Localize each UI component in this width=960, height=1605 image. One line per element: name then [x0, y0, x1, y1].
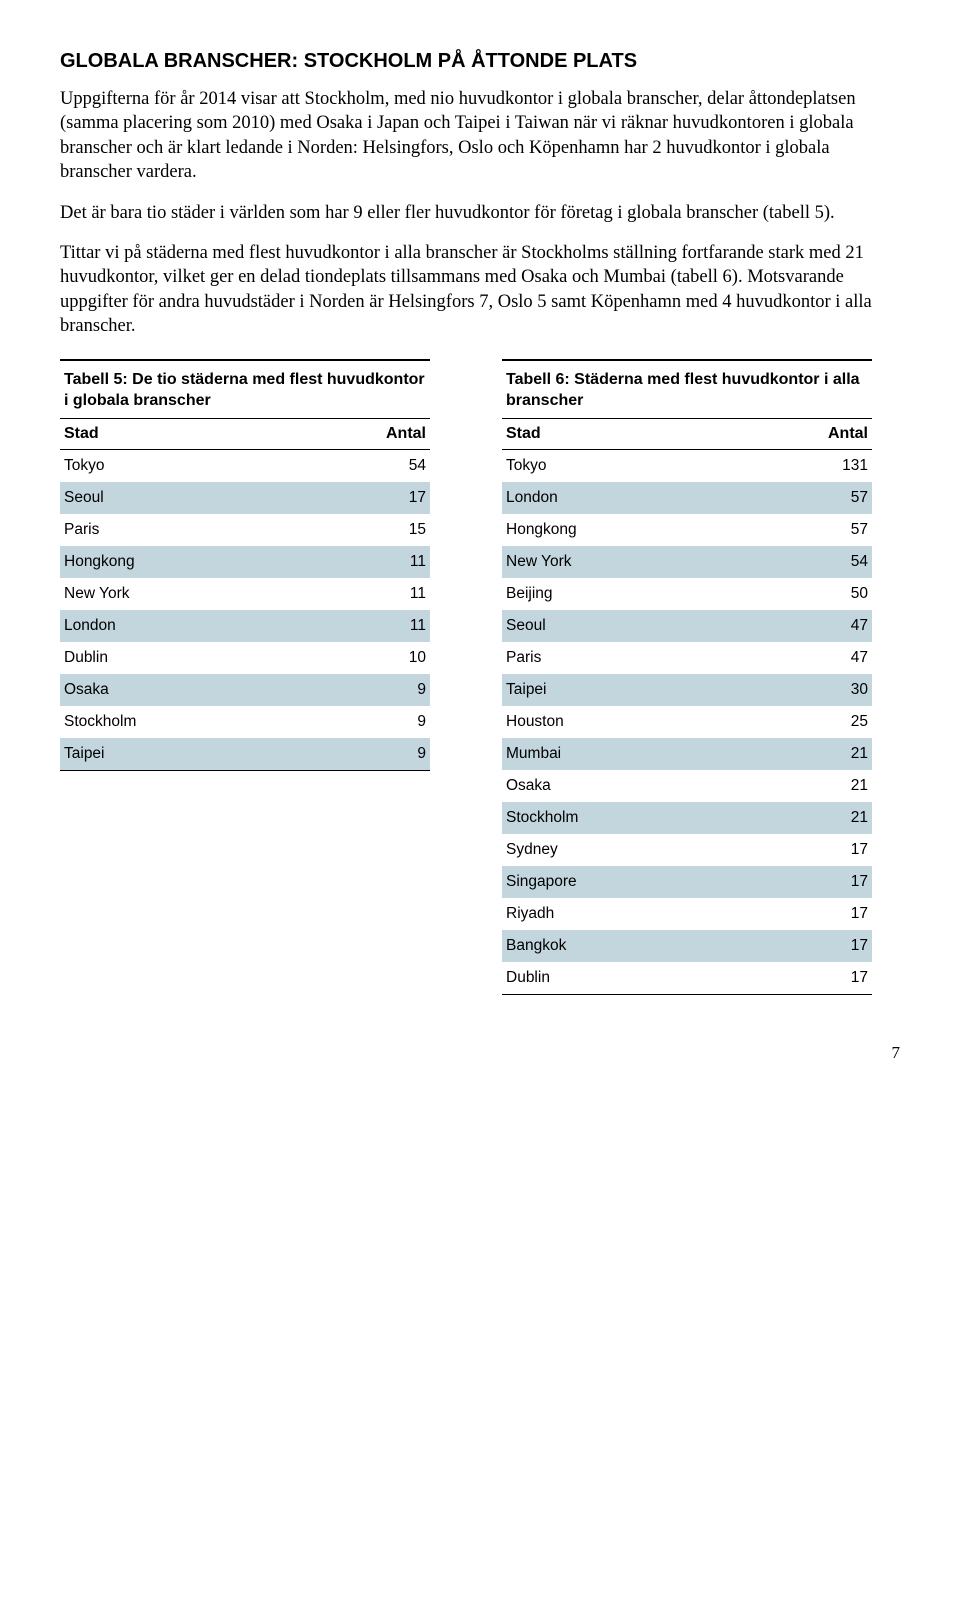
cell-city: Osaka [64, 681, 366, 699]
cell-count: 11 [366, 617, 426, 635]
cell-count: 54 [808, 553, 868, 571]
table-row: Bangkok17 [502, 930, 872, 962]
page-heading: GLOBALA BRANSCHER: STOCKHOLM PÅ ÅTTONDE … [60, 50, 900, 73]
table-6-col1: Stad [506, 425, 808, 443]
table-row: Seoul47 [502, 610, 872, 642]
table-6-title: Tabell 6: Städerna med flest huvudkontor… [502, 359, 872, 418]
table-row: Taipei30 [502, 674, 872, 706]
cell-city: London [64, 617, 366, 635]
cell-count: 17 [808, 873, 868, 891]
table-5-title: Tabell 5: De tio städerna med flest huvu… [60, 359, 430, 418]
cell-count: 10 [366, 649, 426, 667]
table-6: Tabell 6: Städerna med flest huvudkontor… [502, 359, 872, 995]
cell-count: 50 [808, 585, 868, 603]
cell-city: London [506, 489, 808, 507]
cell-count: 47 [808, 617, 868, 635]
cell-city: Osaka [506, 777, 808, 795]
cell-city: New York [64, 585, 366, 603]
cell-city: Taipei [64, 745, 366, 763]
cell-city: Stockholm [506, 809, 808, 827]
table-row: Paris15 [60, 514, 430, 546]
cell-city: Hongkong [506, 521, 808, 539]
paragraph-2: Det är bara tio städer i världen som har… [60, 201, 900, 225]
cell-city: Riyadh [506, 905, 808, 923]
table-row: Beijing50 [502, 578, 872, 610]
cell-count: 9 [366, 745, 426, 763]
table-row: New York54 [502, 546, 872, 578]
cell-city: Singapore [506, 873, 808, 891]
table-row: Osaka9 [60, 674, 430, 706]
table-5-col1: Stad [64, 425, 366, 443]
cell-city: Sydney [506, 841, 808, 859]
table-row: Sydney17 [502, 834, 872, 866]
table-row: Dublin10 [60, 642, 430, 674]
cell-count: 21 [808, 809, 868, 827]
table-row: Hongkong11 [60, 546, 430, 578]
cell-count: 9 [366, 681, 426, 699]
table-row: Tokyo131 [502, 450, 872, 482]
cell-city: Seoul [64, 489, 366, 507]
cell-count: 21 [808, 777, 868, 795]
cell-count: 131 [808, 457, 868, 475]
table-5-header: Stad Antal [60, 418, 430, 450]
cell-count: 57 [808, 521, 868, 539]
cell-city: Beijing [506, 585, 808, 603]
table-row: London11 [60, 610, 430, 642]
cell-count: 54 [366, 457, 426, 475]
cell-count: 57 [808, 489, 868, 507]
table-row: Hongkong57 [502, 514, 872, 546]
table-row: Mumbai21 [502, 738, 872, 770]
cell-count: 17 [808, 905, 868, 923]
table-row: Houston25 [502, 706, 872, 738]
cell-count: 47 [808, 649, 868, 667]
cell-count: 17 [808, 841, 868, 859]
table-row: New York11 [60, 578, 430, 610]
cell-count: 11 [366, 553, 426, 571]
table-row: Seoul17 [60, 482, 430, 514]
cell-count: 17 [808, 937, 868, 955]
cell-city: Paris [64, 521, 366, 539]
table-row: Osaka21 [502, 770, 872, 802]
cell-city: Dublin [64, 649, 366, 667]
table-row: Stockholm21 [502, 802, 872, 834]
table-row: Paris47 [502, 642, 872, 674]
cell-count: 30 [808, 681, 868, 699]
table-row: Taipei9 [60, 738, 430, 771]
cell-count: 21 [808, 745, 868, 763]
cell-city: Stockholm [64, 713, 366, 731]
cell-city: Tokyo [506, 457, 808, 475]
table-row: Dublin17 [502, 962, 872, 995]
tables-container: Tabell 5: De tio städerna med flest huvu… [60, 359, 900, 995]
cell-city: Dublin [506, 969, 808, 987]
table-6-header: Stad Antal [502, 418, 872, 450]
cell-count: 17 [366, 489, 426, 507]
cell-city: Mumbai [506, 745, 808, 763]
table-row: Singapore17 [502, 866, 872, 898]
table-row: Stockholm9 [60, 706, 430, 738]
cell-city: Tokyo [64, 457, 366, 475]
page-number: 7 [60, 1043, 900, 1063]
table-row: London57 [502, 482, 872, 514]
cell-count: 25 [808, 713, 868, 731]
cell-count: 15 [366, 521, 426, 539]
cell-count: 17 [808, 969, 868, 987]
cell-city: New York [506, 553, 808, 571]
cell-city: Taipei [506, 681, 808, 699]
cell-count: 11 [366, 585, 426, 603]
table-5: Tabell 5: De tio städerna med flest huvu… [60, 359, 430, 995]
table-row: Tokyo54 [60, 450, 430, 482]
cell-city: Hongkong [64, 553, 366, 571]
cell-count: 9 [366, 713, 426, 731]
cell-city: Houston [506, 713, 808, 731]
paragraph-1: Uppgifterna för år 2014 visar att Stockh… [60, 87, 900, 185]
table-6-col2: Antal [808, 425, 868, 443]
table-row: Riyadh17 [502, 898, 872, 930]
cell-city: Seoul [506, 617, 808, 635]
paragraph-3: Tittar vi på städerna med flest huvudkon… [60, 241, 900, 339]
cell-city: Paris [506, 649, 808, 667]
cell-city: Bangkok [506, 937, 808, 955]
table-5-col2: Antal [366, 425, 426, 443]
